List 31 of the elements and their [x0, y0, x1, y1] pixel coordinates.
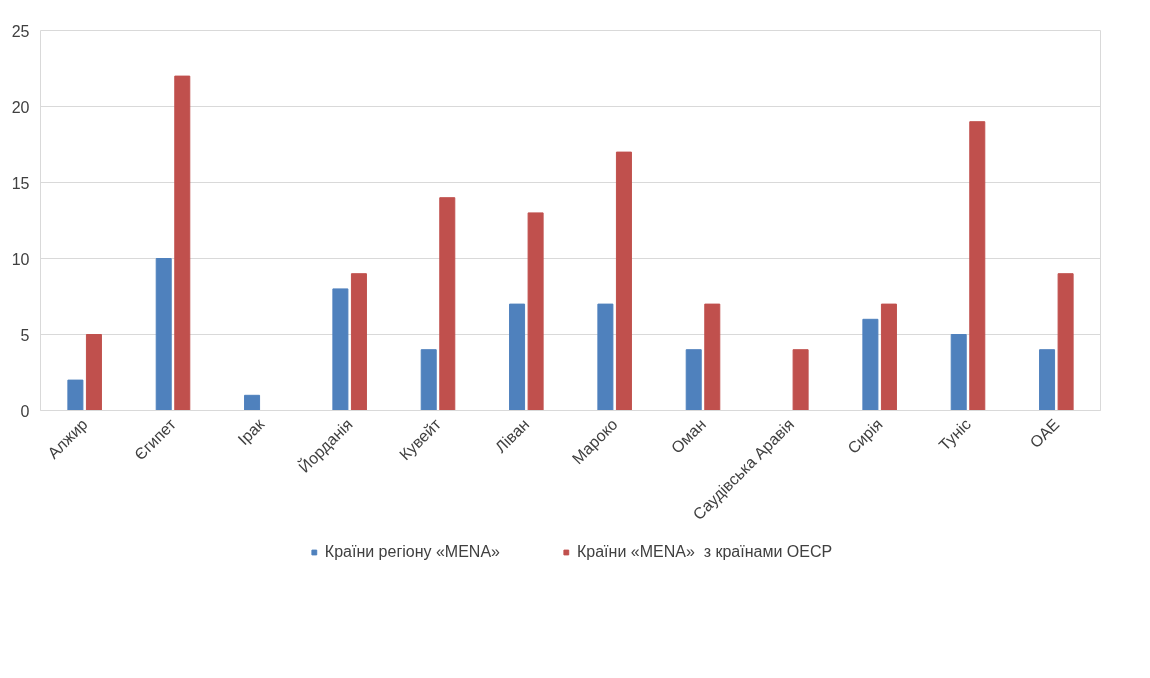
y-tick-label: 25	[11, 22, 30, 40]
bar	[862, 318, 879, 411]
bar	[880, 303, 897, 411]
bar	[792, 349, 809, 411]
legend-label: Країни «MENA» з країнами ОЕСР	[576, 543, 833, 561]
bar	[597, 303, 614, 411]
bar	[615, 151, 632, 411]
bar	[509, 303, 526, 411]
bar	[420, 349, 437, 411]
bar	[1057, 273, 1074, 411]
bar	[155, 258, 172, 411]
bar	[350, 273, 367, 411]
bar	[439, 197, 456, 411]
y-tick-label: 5	[20, 326, 30, 344]
bar	[174, 75, 191, 411]
bar	[704, 303, 721, 411]
y-tick-label: 0	[20, 402, 30, 420]
y-tick-label: 15	[11, 174, 30, 192]
bar	[332, 288, 349, 411]
bar	[685, 349, 702, 411]
bar	[244, 394, 261, 411]
bar	[969, 121, 986, 411]
bar	[85, 334, 102, 411]
bar	[67, 379, 84, 411]
bar	[527, 212, 544, 411]
x-tick-label: Ірак	[234, 414, 269, 449]
bar	[1039, 349, 1056, 411]
legend-label: Країни регіону «MENA»	[324, 543, 500, 561]
y-tick-label: 20	[11, 98, 30, 116]
y-tick-label: 10	[11, 250, 30, 268]
bar	[950, 334, 967, 411]
